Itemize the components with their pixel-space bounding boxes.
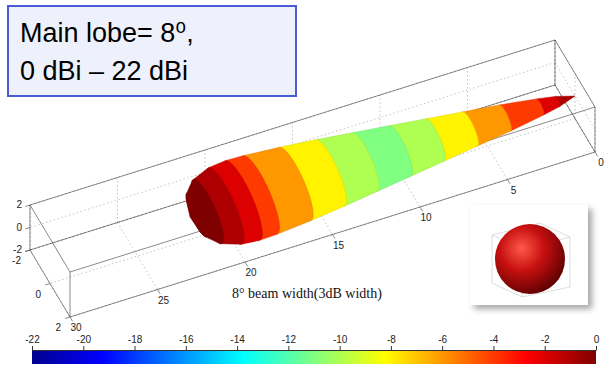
colorbar-tick: -2 — [541, 334, 550, 350]
x-axis-tick-label: 0 — [598, 157, 604, 168]
colorbar-tick-label: -16 — [179, 334, 194, 345]
y-axis-tick — [25, 250, 30, 251]
colorbar-tick-mark — [545, 346, 546, 350]
isotropic-inset — [470, 205, 588, 305]
colorbar-tick: 0 — [594, 334, 600, 350]
colorbar-tick-mark — [83, 346, 84, 350]
colorbar-tick: -8 — [387, 334, 396, 350]
z-axis-tick — [25, 250, 30, 251]
x-axis-tick — [508, 180, 511, 184]
axes: 0 5 10 15 20 25 30 -2 0 2 -2 0 2 — [12, 152, 604, 333]
colorbar-tick-label: -2 — [541, 334, 550, 345]
colorbar-tick-label: -10 — [333, 334, 348, 345]
box-edge — [70, 272, 71, 317]
colorbar-tick-mark — [340, 346, 341, 350]
box-edge — [555, 40, 595, 107]
inset-frame — [470, 205, 588, 305]
x-axis-tick-label: 5 — [511, 185, 517, 196]
x-axis-tick-label: 15 — [333, 240, 345, 251]
lobe-band — [186, 193, 208, 237]
colorbar-tick: -6 — [438, 334, 447, 350]
y-axis-tick-label: 0 — [35, 289, 41, 300]
x-axis-tick — [245, 262, 248, 266]
x-axis-tick — [70, 317, 73, 321]
x-axis-tick-label: 10 — [420, 212, 432, 223]
colorbar-tick-mark — [596, 346, 597, 350]
grid-line — [555, 40, 595, 107]
colorbar-tick-label: -8 — [387, 334, 396, 345]
colorbar-tick-label: -4 — [490, 334, 499, 345]
lobe-band — [186, 179, 224, 243]
grid-line — [555, 85, 595, 152]
colorbar-axis-line — [33, 350, 597, 351]
x-axis-tick — [158, 290, 161, 294]
colorbar-tick-mark — [493, 346, 494, 350]
colorbar-tick-label: 0 — [594, 334, 600, 345]
x-axis-tick-label: 25 — [158, 295, 170, 306]
colorbar-tick: -4 — [490, 334, 499, 350]
z-axis-tick-label: 0 — [16, 222, 22, 233]
x-axis-tick — [420, 207, 423, 211]
x-axis-tick-label: 30 — [70, 322, 82, 333]
colorbar-tick-mark — [391, 346, 392, 350]
grid-line — [118, 223, 158, 290]
colorbar-tick-mark — [135, 346, 136, 350]
z-axis-tick — [25, 205, 30, 206]
colorbar-tick-label: -6 — [438, 334, 447, 345]
box-edge — [595, 107, 596, 152]
annotation-line: Main lobe= 8⁰, — [20, 18, 194, 48]
colorbar-tick-label: -12 — [282, 334, 297, 345]
colorbar-tick: -12 — [282, 334, 297, 350]
grid-line — [555, 85, 595, 152]
chart: 051015202530-202-2028° beam width(3dB wi… — [0, 0, 605, 366]
x-axis-tick — [595, 152, 598, 156]
grid-line — [595, 107, 596, 152]
colorbar-tick-mark — [186, 346, 187, 350]
colorbar-tick: -18 — [128, 334, 143, 350]
box-edge — [555, 40, 556, 85]
colorbar-tick-mark — [288, 346, 289, 350]
grid-line — [30, 250, 70, 317]
x-axis-tick — [333, 235, 336, 239]
annotation-box — [8, 6, 296, 96]
box-edge — [30, 205, 70, 272]
colorbar-tick: -22 — [25, 334, 40, 350]
colorbar-tick: -16 — [179, 334, 194, 350]
colorbar-tick-label: -14 — [230, 334, 245, 345]
inset-box-edge — [492, 235, 493, 283]
y-axis-tick-label: 2 — [55, 322, 61, 333]
annotation: Main lobe= 8⁰, 0 dBi – 22 dBi — [8, 6, 296, 96]
x-axis-tick-label: 20 — [245, 267, 257, 278]
colorbar-tick: -20 — [77, 334, 92, 350]
y-axis-tick-label: -2 — [12, 255, 21, 266]
box-edge — [555, 85, 595, 152]
inset-box-edge — [570, 237, 571, 287]
colorbar-axis: -22-20-18-16-14-12-10-8-6-4-20 — [25, 334, 599, 351]
colorbar — [32, 350, 596, 364]
colorbar-tick: -14 — [230, 334, 245, 350]
colorbar-tick-label: -22 — [25, 334, 40, 345]
colorbar-tick-mark — [442, 346, 443, 350]
colorbar-tick-mark — [237, 346, 238, 350]
z-axis-tick-label: -2 — [13, 244, 22, 255]
colorbar-tick-label: -20 — [77, 334, 92, 345]
box-edge — [30, 250, 70, 317]
grid-line — [555, 63, 595, 130]
isotropic-sphere — [495, 224, 565, 294]
z-axis-tick — [25, 228, 30, 229]
colorbar-tick-label: -18 — [128, 334, 143, 345]
y-axis-tick — [65, 317, 70, 318]
z-axis-tick-label: 2 — [16, 199, 22, 210]
caption: 8° beam width(3dB width) — [232, 286, 382, 302]
colorbar-tick: -10 — [333, 334, 348, 350]
annotation-line: 0 dBi – 22 dBi — [20, 56, 188, 86]
grid-line — [117, 178, 118, 223]
y-axis-tick — [45, 284, 50, 285]
colorbar-tick-mark — [32, 346, 33, 350]
